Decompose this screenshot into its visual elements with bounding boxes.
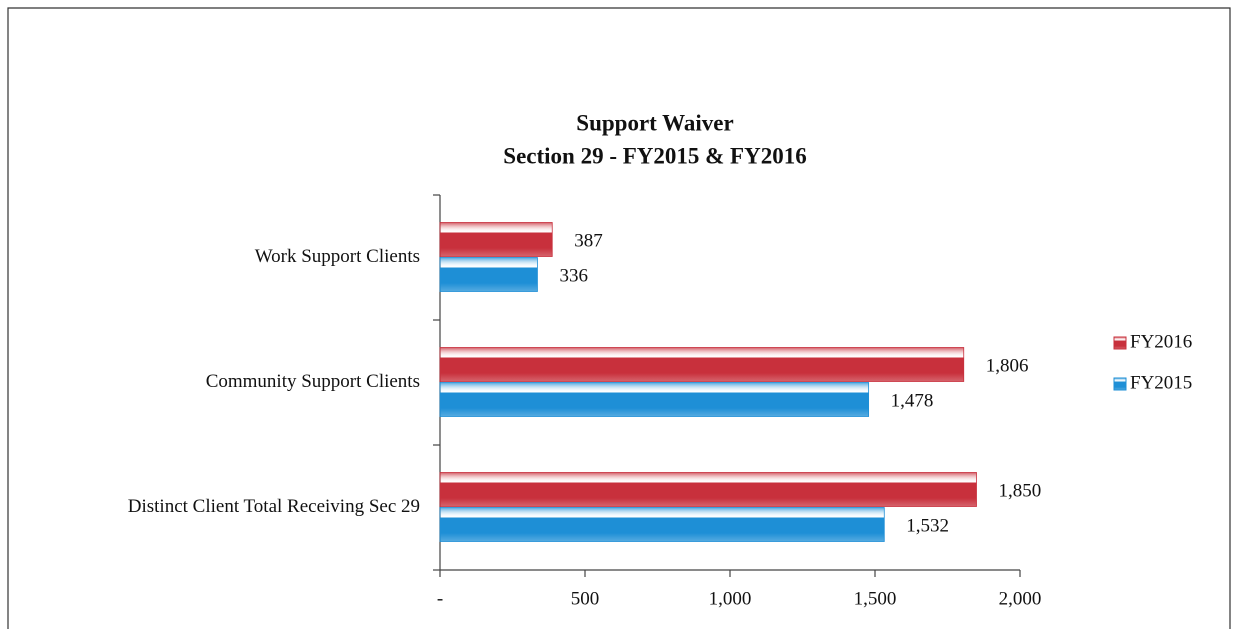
bar [439,222,553,257]
chart-title: Support Waiver [576,110,733,135]
category-label: Distinct Client Total Receiving Sec 29 [128,496,420,517]
legend-swatch [1113,336,1127,350]
data-label: 1,806 [986,355,1029,376]
data-label: 1,532 [906,515,949,536]
category-label: Work Support Clients [255,246,420,267]
x-tick-label: 500 [571,588,600,609]
frame [7,7,1231,629]
bar [439,382,870,417]
x-tick-label: 1,000 [709,588,752,609]
bar [439,507,885,542]
chart-subtitle: Section 29 - FY2015 & FY2016 [503,143,806,168]
x-tick-label: 2,000 [999,588,1042,609]
bar [439,257,538,292]
bar [439,472,977,507]
legend-label: FY2016 [1130,331,1192,352]
data-label: 387 [574,230,603,251]
data-label: 1,850 [999,480,1042,501]
x-tick-label: 1,500 [854,588,897,609]
legend-label: FY2015 [1130,372,1192,393]
data-label: 1,478 [891,390,934,411]
category-ticks [433,194,440,571]
bar [439,347,965,382]
category-label: Community Support Clients [206,371,420,392]
legend-swatch [1113,377,1127,391]
data-label: 336 [559,265,588,286]
x-tick-label: - [437,588,443,609]
